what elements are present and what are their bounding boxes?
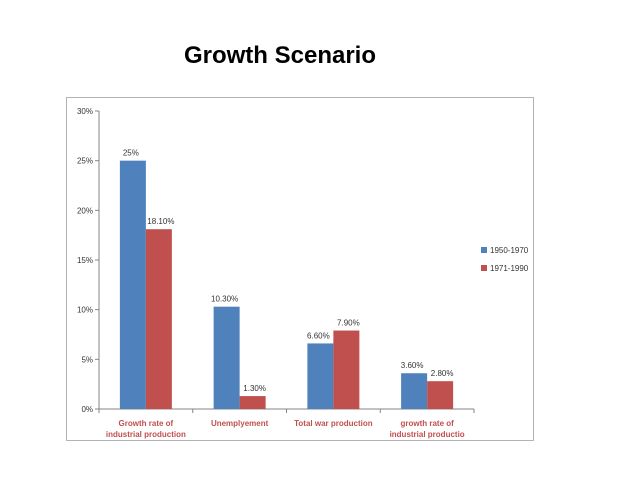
y-tick-label: 10%	[77, 306, 93, 315]
legend-swatch	[481, 247, 487, 253]
bar-series1	[213, 306, 240, 409]
data-label: 25%	[123, 149, 139, 158]
x-category-label: industrial production	[106, 430, 186, 439]
data-label: 7.90%	[337, 319, 360, 328]
x-category-label: Total war production	[294, 419, 373, 428]
y-tick-label: 0%	[81, 405, 93, 414]
y-tick-label: 30%	[77, 107, 93, 116]
x-category-label: Unemplyement	[211, 419, 269, 428]
bar-series2	[427, 381, 454, 409]
y-tick-label: 20%	[77, 206, 93, 215]
bar-series2	[333, 330, 360, 409]
legend-swatch	[481, 265, 487, 271]
y-tick-label: 25%	[77, 157, 93, 166]
slide-title: Growth Scenario	[183, 42, 377, 69]
y-tick-label: 15%	[77, 256, 93, 265]
x-category-label: Growth rate of	[119, 419, 174, 428]
legend-label: 1950-1970	[490, 246, 529, 255]
bar-series1	[307, 343, 334, 409]
x-category-label: growth rate of	[400, 419, 454, 428]
data-label: 18.10%	[147, 217, 174, 226]
bar-series2	[239, 396, 266, 409]
data-label: 2.80%	[431, 369, 454, 378]
legend-label: 1971-1990	[490, 264, 529, 273]
x-category-label: industrial productio	[390, 430, 465, 439]
bar-series1	[401, 373, 428, 409]
data-label: 6.60%	[307, 331, 330, 340]
data-label: 1.30%	[243, 384, 266, 393]
bar-series2	[145, 229, 172, 409]
data-label: 3.60%	[401, 361, 424, 370]
y-tick-label: 5%	[81, 355, 93, 364]
data-label: 10.30%	[211, 295, 238, 304]
bar-series1	[119, 160, 146, 409]
